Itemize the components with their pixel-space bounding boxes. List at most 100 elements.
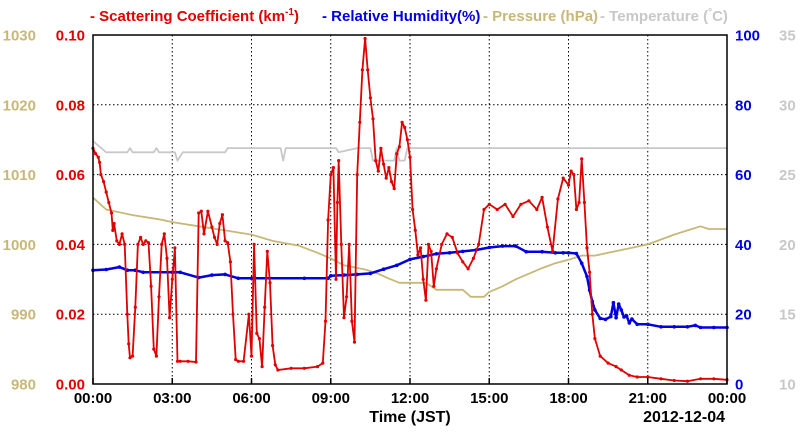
legend-scattering: - Scattering Coefficient (km-1) (90, 7, 299, 25)
scattering-point (440, 242, 444, 246)
x-tick-label: 00:00 (708, 390, 746, 407)
scattering-point (450, 235, 454, 239)
series-scattering (91, 36, 729, 383)
scattering-point (152, 347, 156, 351)
scattering-point (194, 360, 198, 364)
scattering-point (144, 239, 148, 243)
scattering-point (580, 157, 584, 161)
scattering-point (672, 378, 676, 383)
scattering-point (120, 232, 124, 236)
humidity-point (408, 257, 412, 262)
scattering-point (403, 125, 407, 130)
scattering-point (371, 117, 375, 121)
scattering-tick-label: 0.02 (56, 307, 85, 324)
scattering-point (619, 368, 623, 372)
humidity-point (566, 251, 571, 255)
series-temperature (92, 140, 727, 162)
temperature-tick-label: 30 (779, 97, 796, 114)
scattering-point (685, 379, 690, 383)
scattering-point (392, 187, 396, 191)
scattering-point (535, 207, 539, 212)
scattering-point (162, 232, 166, 236)
scattering-point (400, 120, 404, 124)
scattering-point (212, 235, 217, 239)
scattering-point (104, 190, 108, 194)
humidity-point (141, 270, 145, 275)
scattering-point (445, 232, 449, 236)
pressure-tick-label: 1000 (3, 237, 36, 254)
x-tick-label: 18:00 (549, 390, 587, 407)
scattering-point (157, 295, 161, 299)
humidity-point (421, 254, 426, 259)
humidity-point (698, 325, 703, 330)
scattering-point (646, 375, 650, 379)
humidity-point (630, 317, 634, 321)
humidity-point (540, 249, 544, 254)
scattering-point (242, 359, 246, 363)
scattering-point (511, 214, 515, 219)
scattering-point (659, 377, 663, 381)
scattering-point (360, 68, 364, 72)
scattering-point (125, 312, 129, 316)
humidity-point (574, 251, 579, 256)
humidity-point (598, 316, 602, 321)
humidity-point (619, 308, 624, 312)
humidity-point (104, 267, 108, 272)
humidity-point (672, 325, 676, 329)
scattering-point (606, 361, 610, 365)
scattering-point (170, 277, 174, 281)
scattering-point (139, 235, 143, 239)
scattering-point (487, 202, 491, 206)
humidity-point (659, 325, 663, 329)
scattering-point (545, 225, 550, 229)
scattering-point (712, 377, 716, 381)
scattering-point (588, 270, 592, 274)
scattering-point (175, 359, 180, 363)
legend-temperature: - Temperature (°C) (600, 7, 728, 25)
scattering-tick-label: 0.00 (56, 377, 85, 394)
legend-humidity: - Relative Humidity(%) (322, 8, 480, 25)
scattering-point (471, 256, 475, 260)
scattering-point (260, 365, 264, 369)
scattering-point (160, 242, 164, 246)
scattering-point (345, 295, 349, 299)
scattering-tick-label: 0.10 (56, 28, 85, 45)
humidity-point (236, 276, 241, 281)
humidity-point (434, 252, 439, 256)
scattering-point (226, 241, 230, 245)
scattering-point (635, 375, 639, 379)
x-tick-label: 09:00 (312, 390, 350, 407)
humidity-point (712, 325, 716, 330)
scattering-point (127, 342, 131, 346)
humidity-point (524, 249, 528, 254)
scattering-point (566, 183, 571, 187)
temperature-tick-label: 25 (779, 167, 796, 184)
scattering-point (387, 166, 391, 170)
scattering-point (366, 68, 370, 72)
x-tick-label: 03:00 (153, 390, 191, 407)
scattering-point (321, 361, 325, 365)
scattering-point (561, 176, 565, 180)
scattering-point (413, 228, 417, 232)
humidity-point (609, 314, 613, 319)
scattering-point (98, 160, 102, 164)
humidity-tick-label: 0 (735, 377, 743, 394)
scattering-point (168, 316, 172, 320)
scattering-point (585, 246, 589, 250)
humidity-point (603, 317, 608, 322)
scattering-tick-label: 0.06 (56, 167, 85, 184)
humidity-point (447, 251, 452, 255)
scattering-point (389, 180, 394, 184)
scattering-point (384, 176, 388, 180)
humidity-point (117, 265, 122, 269)
scattering-point (276, 368, 280, 372)
scattering-point (117, 242, 121, 246)
scattering-point (257, 337, 261, 341)
temperature-tick-label: 10 (779, 377, 796, 394)
scattering-point (165, 256, 169, 260)
scattering-point (315, 365, 320, 369)
scattering-point (503, 202, 507, 206)
scattering-point (395, 152, 399, 156)
scattering-point (326, 218, 330, 222)
humidity-point (561, 251, 565, 255)
